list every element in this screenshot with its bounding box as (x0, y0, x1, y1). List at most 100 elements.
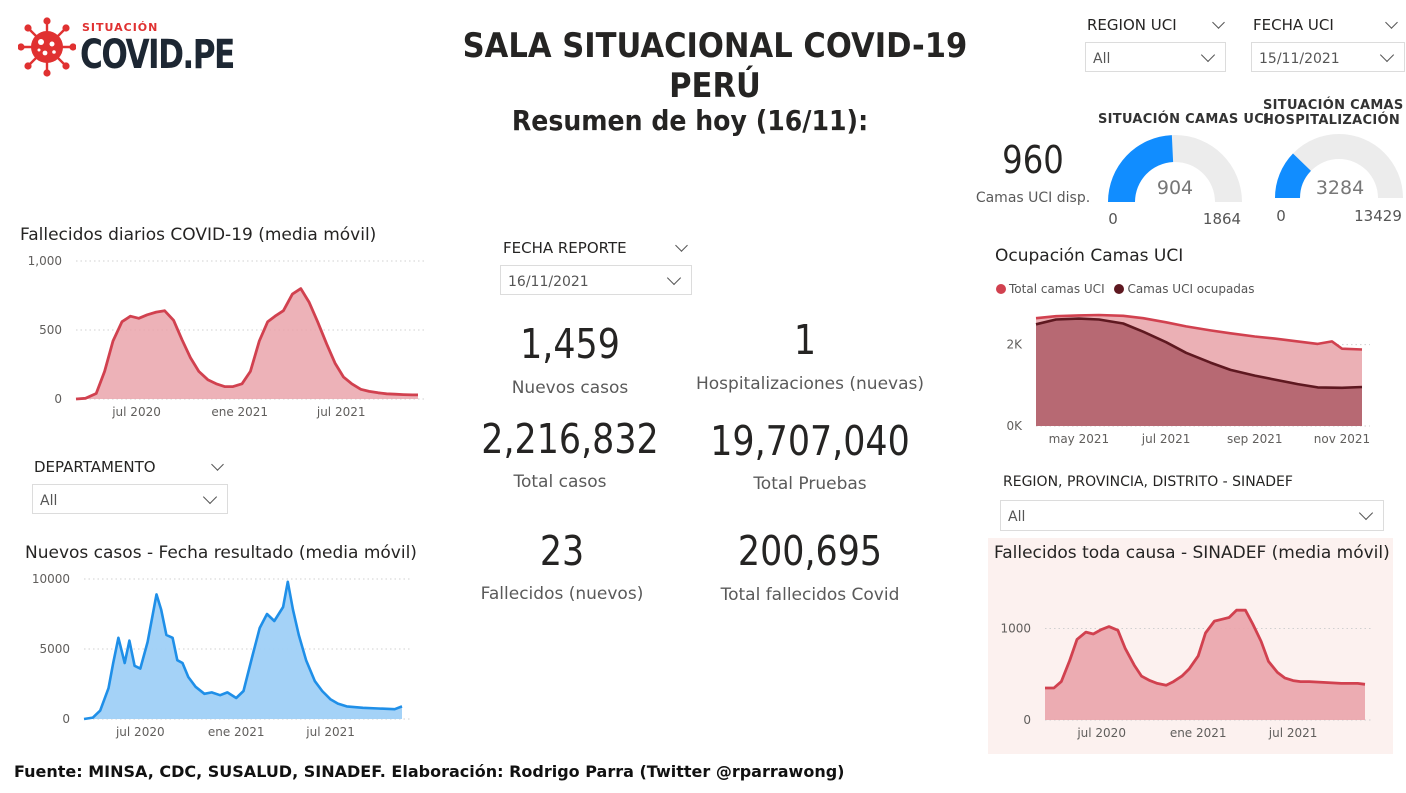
chart-uci-legend: Total camas UCI Camas UCI ocupadas (996, 282, 1255, 296)
logo-small-text: SITUACIÓN (82, 21, 159, 34)
departamento-value: All (40, 493, 58, 509)
kpi-total-fallecidos-label: Total fallecidos Covid (720, 585, 900, 605)
series-area (76, 288, 418, 399)
fecha-reporte-dropdown[interactable]: 16/11/2021 (500, 265, 692, 295)
x-tick-label: may 2021 (1049, 432, 1110, 446)
kpi-total-fallecidos-value: 200,695 (737, 527, 883, 575)
chart-casos: 0 5000 10000 jul 2020 ene 2021 jul 2021 (32, 572, 410, 739)
chart-uci: 0K 2K may 2021 jul 2021 sep 2021 nov 2021 (1006, 313, 1370, 446)
y-tick-label: 10000 (32, 572, 70, 586)
gauge-uci-min: 0 (1108, 210, 1118, 228)
chevron-down-icon (1200, 47, 1216, 63)
y-tick-label: 0K (1006, 419, 1023, 433)
chevron-down-icon[interactable] (1385, 16, 1398, 29)
source-footer: Fuente: MINSA, CDC, SUSALUD, SINADEF. El… (14, 762, 845, 781)
chart-casos-title: Nuevos casos - Fecha resultado (media mó… (25, 543, 417, 563)
camas-uci-card: 960 Camas UCI disp. (970, 138, 1096, 208)
chevron-down-icon (666, 270, 682, 286)
gauge-hosp-track (1275, 134, 1403, 198)
x-tick-label: jul 2021 (1141, 432, 1191, 446)
gauge-hosp-value: 3284 (1316, 177, 1364, 199)
kpi-nuevos-casos-label: Nuevos casos (511, 378, 629, 398)
fecha-uci-label: FECHA UCI (1253, 16, 1334, 34)
region-sinadef-slicer[interactable]: REGION, PROVINCIA, DISTRITO - SINADEF Al… (1000, 472, 1384, 532)
region-uci-dropdown[interactable]: All (1085, 42, 1226, 72)
legend-ocupadas-label: Camas UCI ocupadas (1127, 282, 1255, 296)
departamento-dropdown[interactable]: All (32, 484, 228, 514)
legend-total-label: Total camas UCI (1009, 282, 1105, 296)
x-tick-label: ene 2021 (211, 405, 268, 419)
series-area (84, 581, 402, 719)
kpi-hospitalizaciones-value: 1 (793, 316, 817, 364)
gauge-hosp-title: SITUACIÓN CAMAS HOSPITALIZACIÓN (1263, 98, 1404, 128)
gauge-uci-max: 1864 (1203, 210, 1241, 228)
y-tick-label: 1,000 (28, 254, 62, 268)
series-area (1036, 318, 1362, 426)
fecha-uci-dropdown[interactable]: 15/11/2021 (1251, 42, 1405, 72)
x-tick-label: ene 2021 (208, 725, 265, 739)
camas-uci-label: Camas UCI disp. (975, 190, 1091, 206)
gauge-hosp-min: 0 (1276, 207, 1286, 225)
departamento-label: DEPARTAMENTO (34, 458, 156, 476)
x-tick-label: sep 2021 (1227, 432, 1283, 446)
chart-fallecidos: 0 500 1,000 jul 2020 ene 2021 jul 2021 (28, 254, 426, 419)
chart-sinadef: 0 1000 jul 2020 ene 2021 jul 2021 (1000, 608, 1373, 740)
gauge-hosp-fill (1275, 153, 1311, 198)
kpi-total-pruebas-label: Total Pruebas (753, 474, 867, 494)
chevron-down-icon (1379, 47, 1395, 63)
series-line (1045, 608, 1366, 690)
gauge-uci-title: SITUACIÓN CAMAS UCI (1098, 112, 1270, 127)
kpi-fallecidos-value: 23 (539, 527, 585, 575)
gauge-uci: 904 0 1864 (1108, 135, 1242, 228)
legend-ocupadas-dot (1114, 284, 1125, 294)
chevron-down-icon (202, 489, 218, 505)
kpi-fallecidos-label: Fallecidos (nuevos) (480, 584, 644, 604)
series-area (1045, 610, 1365, 720)
gauge-uci-fill (1108, 135, 1174, 202)
x-tick-label: jul 2021 (1268, 726, 1318, 740)
chevron-down-icon[interactable] (1212, 16, 1225, 29)
fecha-reporte-label: FECHA REPORTE (503, 239, 627, 257)
gauge-hosp-max: 13429 (1354, 207, 1402, 225)
virus-icon (18, 17, 76, 77)
series-line (1035, 317, 1363, 390)
fecha-uci-value: 15/11/2021 (1259, 51, 1340, 67)
gauge-uci-value: 904 (1157, 177, 1193, 199)
gauge-hosp-title-line1: SITUACIÓN CAMAS (1263, 98, 1404, 113)
y-tick-label: 0 (62, 712, 70, 726)
region-uci-label: REGION UCI (1087, 16, 1177, 34)
y-tick-label: 1000 (1000, 621, 1031, 635)
legend-total-dot (996, 284, 1006, 294)
fecha-reporte-slicer[interactable]: FECHA REPORTE 16/11/2021 (500, 237, 692, 297)
chart-fallecidos-title: Fallecidos diarios COVID-19 (media móvil… (20, 225, 377, 245)
chevron-down-icon[interactable] (675, 239, 688, 252)
y-tick-label: 2K (1006, 338, 1023, 352)
summary-subtitle: Resumen de hoy (16/11): (511, 104, 869, 137)
region-sinadef-dropdown[interactable]: All (1000, 500, 1384, 531)
x-tick-label: nov 2021 (1314, 432, 1370, 446)
fecha-reporte-value: 16/11/2021 (508, 274, 589, 290)
kpi-total-casos-label: Total casos (513, 472, 607, 492)
y-tick-label: 500 (39, 323, 62, 337)
series-line (1035, 313, 1363, 351)
x-tick-label: jul 2020 (115, 725, 165, 739)
x-tick-label: jul 2021 (305, 725, 355, 739)
chevron-down-icon[interactable] (211, 458, 224, 471)
region-sinadef-value: All (1008, 509, 1026, 525)
region-sinadef-label: REGION, PROVINCIA, DISTRITO - SINADEF (1003, 474, 1293, 490)
kpi-hospitalizaciones-label: Hospitalizaciones (nuevas) (696, 374, 924, 394)
kpi-nuevos-casos-value: 1,459 (520, 320, 620, 368)
region-uci-value: All (1093, 51, 1111, 67)
region-uci-slicer[interactable]: REGION UCI All (1085, 14, 1227, 74)
page-title: SALA SITUACIONAL COVID-19 PERÚ (462, 26, 968, 106)
logo-big-text: COVID.PE (80, 32, 235, 78)
kpi-total-casos-value: 2,216,832 (481, 415, 659, 463)
departamento-slicer[interactable]: DEPARTAMENTO All (32, 456, 228, 516)
x-tick-label: jul 2020 (1076, 726, 1126, 740)
covid-pe-logo: SITUACIÓN COVID.PE (18, 14, 235, 86)
y-tick-label: 0 (1023, 713, 1031, 727)
y-tick-label: 5000 (39, 642, 70, 656)
kpi-total-pruebas-value: 19,707,040 (710, 417, 910, 465)
chart-uci-title: Ocupación Camas UCI (995, 246, 1184, 266)
fecha-uci-slicer[interactable]: FECHA UCI 15/11/2021 (1251, 14, 1406, 74)
